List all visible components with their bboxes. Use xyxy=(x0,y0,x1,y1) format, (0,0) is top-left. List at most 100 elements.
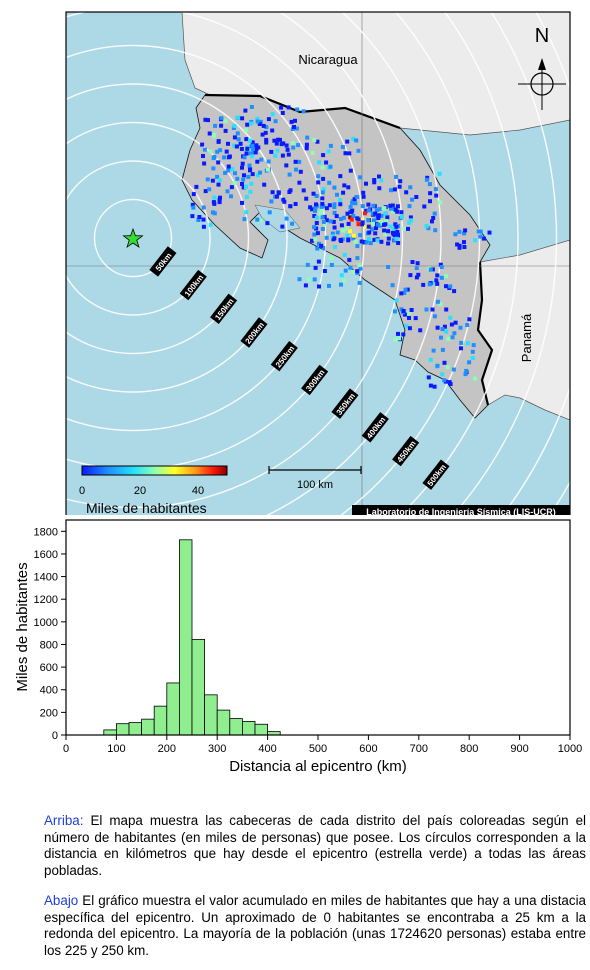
district-marker xyxy=(321,246,326,250)
district-marker xyxy=(226,168,231,173)
district-marker xyxy=(449,322,454,327)
district-marker xyxy=(353,201,358,206)
district-marker xyxy=(290,221,295,226)
district-marker xyxy=(320,190,325,195)
district-marker xyxy=(315,231,320,236)
district-marker xyxy=(467,317,472,322)
district-marker xyxy=(407,311,412,315)
district-marker xyxy=(432,314,437,319)
district-marker xyxy=(347,257,352,262)
district-marker xyxy=(356,222,361,227)
district-marker xyxy=(280,111,285,115)
district-marker xyxy=(438,200,443,205)
district-marker xyxy=(196,218,201,222)
district-marker xyxy=(424,224,429,229)
district-marker xyxy=(386,241,391,246)
north-label: N xyxy=(535,25,549,47)
x-tick-label: 400 xyxy=(258,743,276,755)
district-marker xyxy=(206,118,210,123)
district-marker xyxy=(355,244,360,249)
district-marker xyxy=(359,239,364,244)
district-marker xyxy=(210,210,215,215)
district-marker xyxy=(217,200,222,205)
district-marker xyxy=(348,215,353,220)
district-marker xyxy=(253,150,258,155)
district-marker xyxy=(312,232,317,237)
district-marker xyxy=(303,283,308,288)
district-marker xyxy=(202,147,207,152)
x-tick-label: 600 xyxy=(359,743,377,755)
district-marker xyxy=(388,224,393,229)
district-marker xyxy=(248,168,252,173)
district-marker xyxy=(266,117,271,122)
district-marker xyxy=(435,325,440,330)
district-marker xyxy=(247,163,252,168)
x-tick-label: 500 xyxy=(309,743,327,755)
district-marker xyxy=(328,143,333,148)
district-marker xyxy=(315,139,320,144)
district-marker xyxy=(216,139,221,144)
y-tick-label: 1400 xyxy=(34,572,58,584)
district-marker xyxy=(341,228,345,233)
district-marker xyxy=(399,307,404,312)
district-marker xyxy=(356,148,361,153)
district-marker xyxy=(376,213,381,218)
district-marker xyxy=(240,182,244,186)
district-marker xyxy=(262,182,267,187)
district-marker xyxy=(201,217,206,222)
district-marker xyxy=(444,307,449,312)
district-marker xyxy=(396,331,400,336)
district-marker xyxy=(246,174,251,179)
district-marker xyxy=(280,224,285,229)
district-marker xyxy=(408,185,413,190)
district-marker xyxy=(327,180,332,185)
district-marker xyxy=(338,202,343,207)
district-marker xyxy=(361,194,366,199)
district-marker xyxy=(312,277,317,282)
x-axis-ticks: 0 100 200 300 400 500 600 700 800 900 1000 xyxy=(63,735,582,755)
district-marker xyxy=(218,148,223,153)
district-marker xyxy=(213,123,218,128)
district-marker xyxy=(320,215,325,220)
district-marker xyxy=(211,166,216,171)
district-marker xyxy=(395,204,400,209)
distance-ring xyxy=(93,198,173,278)
district-marker xyxy=(431,348,436,353)
district-marker xyxy=(244,185,248,189)
district-marker xyxy=(217,197,222,202)
district-marker xyxy=(245,146,250,151)
district-marker xyxy=(462,245,467,249)
credit-text: Laboratorio de Ingeniería Sísmica (LIS-U… xyxy=(366,507,556,515)
district-marker xyxy=(473,238,478,243)
district-marker xyxy=(313,265,318,270)
district-marker xyxy=(407,220,412,225)
district-marker xyxy=(358,266,363,271)
district-marker xyxy=(301,109,306,114)
district-marker xyxy=(340,145,345,149)
district-marker xyxy=(381,222,386,227)
district-marker xyxy=(349,217,354,222)
district-marker xyxy=(276,191,281,196)
district-marker xyxy=(297,180,302,185)
district-marker xyxy=(332,202,337,207)
district-marker xyxy=(313,206,318,211)
district-marker xyxy=(346,185,351,190)
district-marker xyxy=(248,189,253,194)
district-marker xyxy=(352,197,357,202)
district-marker xyxy=(216,160,221,165)
district-marker xyxy=(386,236,391,241)
district-marker xyxy=(440,372,445,377)
district-marker xyxy=(314,221,319,225)
district-marker xyxy=(403,287,408,292)
district-marker xyxy=(453,232,458,237)
district-marker xyxy=(390,283,395,288)
district-marker xyxy=(313,237,318,242)
district-marker xyxy=(269,199,274,204)
district-marker xyxy=(321,176,326,181)
district-marker xyxy=(329,263,334,267)
district-marker xyxy=(313,208,317,213)
district-marker xyxy=(305,135,310,140)
colorbar-title: Miles de habitantes xyxy=(86,500,207,515)
district-marker xyxy=(357,263,362,268)
district-marker xyxy=(408,273,413,278)
